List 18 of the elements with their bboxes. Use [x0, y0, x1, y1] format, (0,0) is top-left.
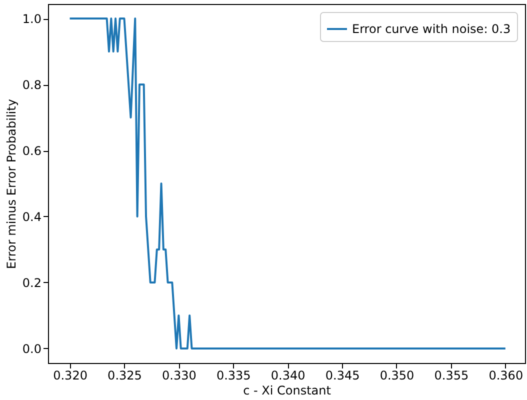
x-tick-label: 0.325	[108, 368, 142, 382]
x-tick-label: 0.330	[162, 368, 196, 382]
x-axis-title: c - Xi Constant	[243, 384, 332, 398]
y-tick-label: 0.2	[22, 276, 42, 290]
x-tick-label: 0.345	[325, 368, 360, 382]
y-tick-label: 0.8	[22, 78, 42, 92]
x-tick-label: 0.360	[488, 368, 524, 382]
x-tick-label: 0.350	[380, 368, 414, 382]
x-tick-label: 0.355	[434, 368, 469, 382]
y-tick-label: 0.0	[22, 342, 42, 356]
x-tick-label: 0.340	[270, 368, 306, 382]
y-axis-title: Error minus Error Probability	[4, 99, 18, 269]
y-tick-label: 0.6	[22, 144, 42, 158]
y-tick-label: 0.4	[22, 210, 42, 224]
x-tick-label: 0.335	[216, 368, 251, 382]
y-tick-label: 1.0	[22, 12, 42, 26]
legend-label: Error curve with noise: 0.3	[352, 22, 511, 36]
x-tick-label: 0.320	[53, 368, 88, 382]
